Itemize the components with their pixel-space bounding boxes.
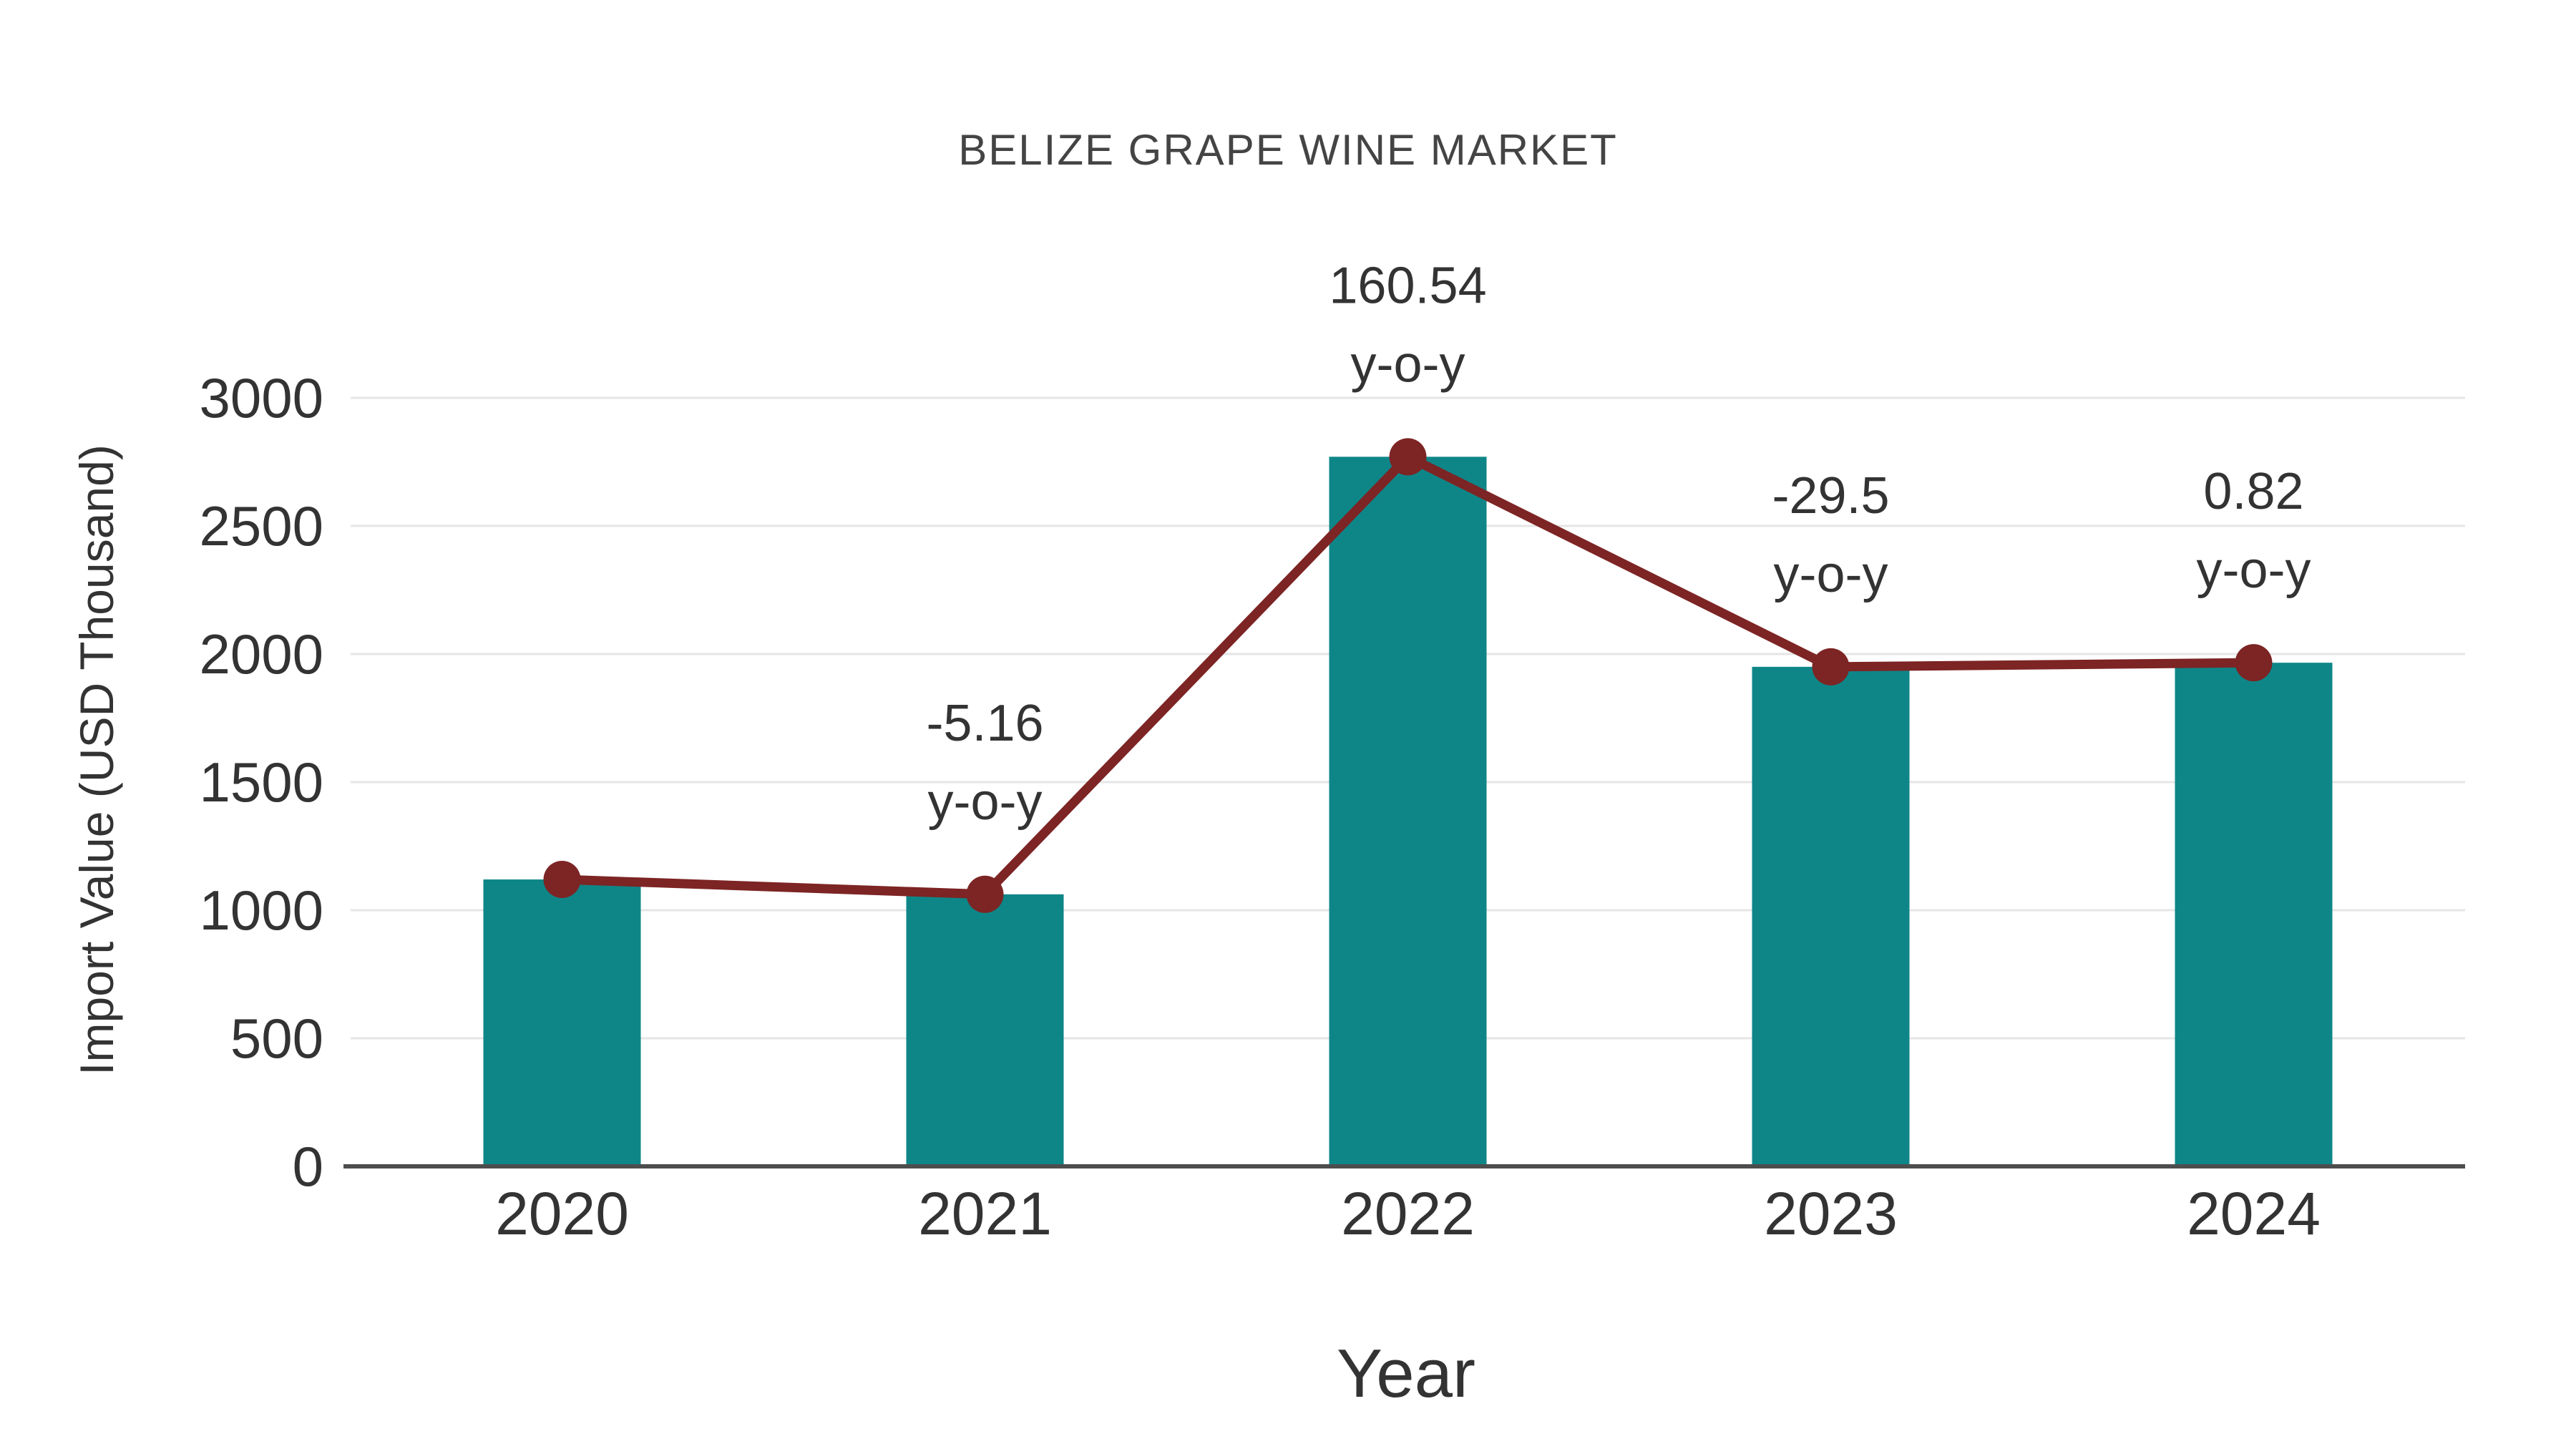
x-axis-title: Year [1337, 1335, 1475, 1412]
annotation-value-2021: -5.16 [926, 695, 1043, 752]
y-tick-label: 0 [293, 1135, 323, 1198]
bar-2020 [483, 879, 641, 1166]
y-axis-title: Import Value (USD Thousand) [70, 444, 123, 1075]
x-tick-label: 2021 [918, 1180, 1052, 1247]
annotation-suffix-2024: y-o-y [2197, 542, 2311, 599]
y-tick-label: 1000 [199, 879, 323, 942]
annotation-value-2024: 0.82 [2203, 463, 2303, 520]
y-tick-label: 500 [230, 1007, 323, 1070]
x-tick-label: 2020 [495, 1180, 629, 1247]
x-tick-label: 2024 [2187, 1180, 2321, 1247]
y-tick-label: 2500 [199, 494, 323, 557]
marker-2024 [2235, 644, 2273, 682]
marker-2020 [543, 861, 581, 899]
marker-2023 [1812, 648, 1850, 686]
annotation-value-2022: 160.54 [1329, 257, 1486, 314]
bar-2023 [1752, 666, 1910, 1166]
annotation-suffix-2023: y-o-y [1774, 546, 1888, 603]
x-tick-label: 2023 [1764, 1180, 1898, 1247]
bar-2021 [906, 894, 1064, 1166]
bar-2024 [2175, 663, 2333, 1166]
bar-2022 [1329, 457, 1487, 1166]
chart-title: BELIZE GRAPE WINE MARKET [958, 126, 1618, 174]
marker-2022 [1389, 438, 1427, 476]
x-tick-label: 2022 [1341, 1180, 1475, 1247]
annotation-suffix-2022: y-o-y [1351, 336, 1465, 393]
y-tick-label: 3000 [199, 366, 323, 429]
y-tick-label: 1500 [199, 751, 323, 814]
y-tick-label: 2000 [199, 623, 323, 686]
annotation-value-2023: -29.5 [1772, 467, 1889, 525]
annotation-suffix-2021: y-o-y [928, 774, 1043, 831]
marker-2021 [966, 875, 1004, 913]
